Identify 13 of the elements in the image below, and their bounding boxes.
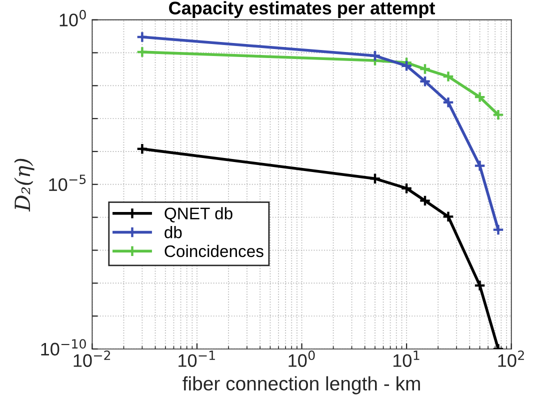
y-axis-title: D₂(η) <box>14 158 34 212</box>
legend-label: db <box>164 226 182 238</box>
chart-title: Capacity estimates per attempt <box>169 1 436 18</box>
y-tick-label: 10$^{0}$ <box>60 10 86 26</box>
y-tick-label: 10$^{−5}$ <box>49 174 86 191</box>
legend-label: QNET db <box>164 207 232 222</box>
legend-label: Coincidences <box>164 244 264 258</box>
x-tick-label: 10$^{−1}$ <box>178 350 215 367</box>
x-axis-title: fiber connection length - km <box>182 376 420 394</box>
x-tick-label: 10$^{2}$ <box>498 350 524 367</box>
x-tick-label: 10$^{0}$ <box>288 350 315 367</box>
x-tick-label: 10$^{1}$ <box>393 350 420 367</box>
x-tick-label: 10$^{−2}$ <box>74 350 110 367</box>
